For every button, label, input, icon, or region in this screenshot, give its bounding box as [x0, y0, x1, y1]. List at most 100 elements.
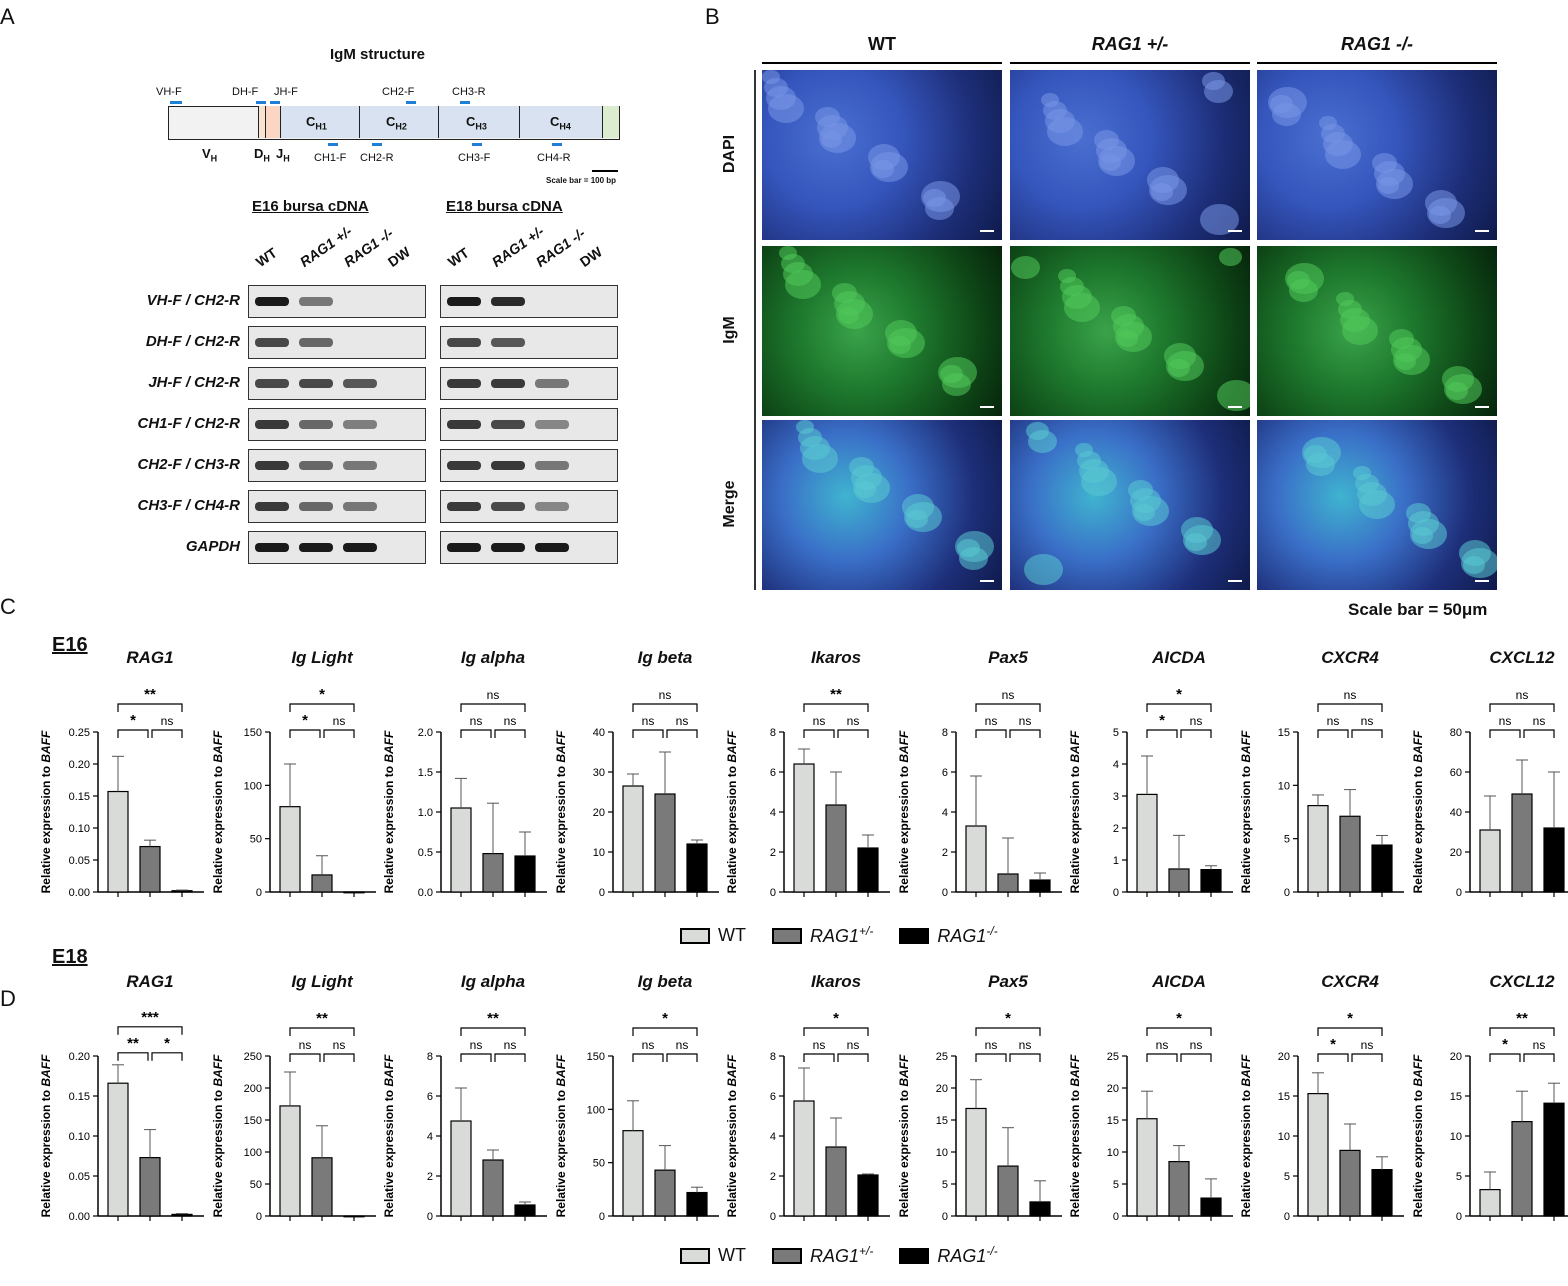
domain-ch1: CH1: [306, 114, 327, 132]
chart-title: CXCL12: [1489, 648, 1555, 667]
bar-rag1: [1543, 1102, 1565, 1217]
bar-rag1: [343, 891, 365, 894]
lane-header-e18-3: DW: [576, 243, 606, 270]
sig-wt-het-label: ns: [1327, 714, 1340, 728]
sig-het-ko-label: ns: [1019, 1038, 1032, 1052]
bar-wt: [107, 1082, 129, 1217]
y-tick-label: 4: [942, 807, 948, 819]
sig-wt-ko-label: **: [316, 1010, 328, 1027]
bar-wt: [793, 1100, 815, 1217]
sig-wt-het-label: *: [1502, 1036, 1508, 1053]
micrograph-scale-tick: [1475, 580, 1489, 582]
sig-wt-ko-bracket: [803, 703, 869, 712]
follicle-blob: [1217, 380, 1250, 412]
primer-ch4-r: CH4-R: [537, 152, 571, 164]
sig-het-ko-bracket: [494, 729, 526, 738]
legend-label-wt: WT: [718, 925, 746, 945]
chart-e18-pax5: Relative expression to BAFF 0 5 10 15 20 25 ns n…: [897, 1010, 1062, 1223]
bar-rag1: [139, 845, 161, 893]
sig-wt-ko-bracket: [289, 703, 355, 712]
y-tick-label: 25: [936, 1051, 948, 1063]
follicle-blob: [1011, 256, 1040, 280]
sig-het-ko-bracket: [837, 1053, 869, 1062]
sig-het-ko-bracket: [1523, 729, 1555, 738]
sig-wt-ko-bracket: [1489, 703, 1555, 712]
bar-rag1: [1511, 793, 1533, 893]
gel-band: [299, 420, 333, 429]
sig-wt-ko-bracket: [289, 1027, 355, 1036]
gel-band: [491, 297, 525, 306]
micrograph-scale-tick: [1228, 580, 1242, 582]
follicle-blob: [942, 373, 971, 397]
chart-title: CXCL12: [1489, 972, 1555, 991]
y-tick-label: 0: [770, 1211, 776, 1223]
gel-image: [248, 367, 426, 400]
gel-band: [299, 543, 333, 552]
y-tick-label: 50: [593, 1158, 605, 1170]
sig-wt-ko-label: **: [830, 686, 842, 703]
y-tick-label: 0: [1284, 1211, 1290, 1223]
y-tick-label: 0: [1113, 887, 1119, 899]
y-tick-label: 2: [1113, 823, 1119, 835]
igm-scale-bar: Scale bar = 100 bp: [546, 176, 617, 185]
follicle-blob: [1325, 140, 1361, 169]
follicle-blob: [1185, 533, 1207, 551]
gel-band: [535, 543, 569, 552]
chart-title: Ig alpha: [460, 648, 526, 667]
gel-band: [447, 338, 481, 347]
micrograph-image: [1010, 246, 1250, 416]
follicle-blob: [1028, 430, 1057, 454]
chart-title: Ig Light: [291, 972, 353, 991]
y-tick-label: 1: [1113, 855, 1119, 867]
column-header-rule: [1257, 62, 1497, 64]
bar-wt: [965, 825, 987, 893]
gel-band: [255, 502, 289, 511]
igm-structure-diagram: VH-F DH-F JH-F CH2-F CH3-R CH1 CH2 CH3 C…: [156, 80, 630, 190]
y-tick-label: 100: [587, 1104, 605, 1116]
gel-e18-title: E18 bursa cDNA: [446, 198, 563, 215]
y-tick-label: 0: [942, 887, 948, 899]
sig-wt-ko-label: *: [662, 1010, 668, 1027]
sig-wt-ko-bracket: [975, 703, 1041, 712]
micrograph-panel: WT RAG1 +/- RAG1 -/- DAPI IgM Merge: [700, 0, 1568, 625]
y-axis-label: Relative expression to BAFF: [382, 730, 396, 893]
gel-band: [535, 420, 569, 429]
follicle-blob: [1306, 453, 1335, 477]
bar-rag1: [686, 1191, 708, 1217]
bar-rag1: [482, 1159, 504, 1217]
micrograph-column-header: RAG1 +/-: [1091, 34, 1169, 54]
y-tick-label: 0.00: [69, 887, 90, 899]
follicle-blob: [802, 444, 838, 473]
legend-swatch-ko: [899, 927, 930, 944]
y-axis-label: Relative expression to BAFF: [725, 1054, 739, 1217]
sig-het-ko-label: ns: [1533, 1038, 1546, 1052]
y-tick-label: 15: [1278, 727, 1290, 739]
bar-rag1: [1029, 879, 1051, 893]
gel-image: [440, 531, 618, 564]
sig-wt-het-bracket: [1317, 1053, 1349, 1062]
legend-swatch-wt: [680, 927, 710, 944]
micrograph-image: [762, 246, 1002, 416]
y-tick-label: 5: [1113, 727, 1119, 739]
gel-band: [255, 379, 289, 388]
bar-wt: [1479, 829, 1501, 893]
gel-row-label: DH-F / CH2-R: [145, 333, 240, 350]
domain-ch2: CH2: [386, 114, 407, 132]
y-tick-label: 0.0: [418, 887, 433, 899]
sig-wt-het-bracket: [1146, 1053, 1178, 1062]
y-tick-label: 5: [1284, 834, 1290, 846]
bar-rag1: [514, 855, 536, 893]
follicle-blob: [1289, 279, 1318, 303]
chart-e16-aicda: Relative expression to BAFF 0 1 2 3 4 5 * ns *: [1068, 686, 1233, 899]
y-axis-label: Relative expression to BAFF: [897, 730, 911, 893]
sig-wt-het-label: ns: [813, 1038, 826, 1052]
follicle-blob: [1359, 490, 1395, 519]
gel-band: [299, 502, 333, 511]
sig-wt-ko-label: ns: [1516, 688, 1529, 702]
y-tick-label: 100: [244, 780, 262, 792]
sig-wt-het-bracket: [460, 729, 492, 738]
bar-rag1: [311, 874, 333, 893]
bar-rag1: [857, 847, 879, 893]
follicle-blob: [821, 131, 842, 148]
sig-wt-het-bracket: [975, 1053, 1007, 1062]
